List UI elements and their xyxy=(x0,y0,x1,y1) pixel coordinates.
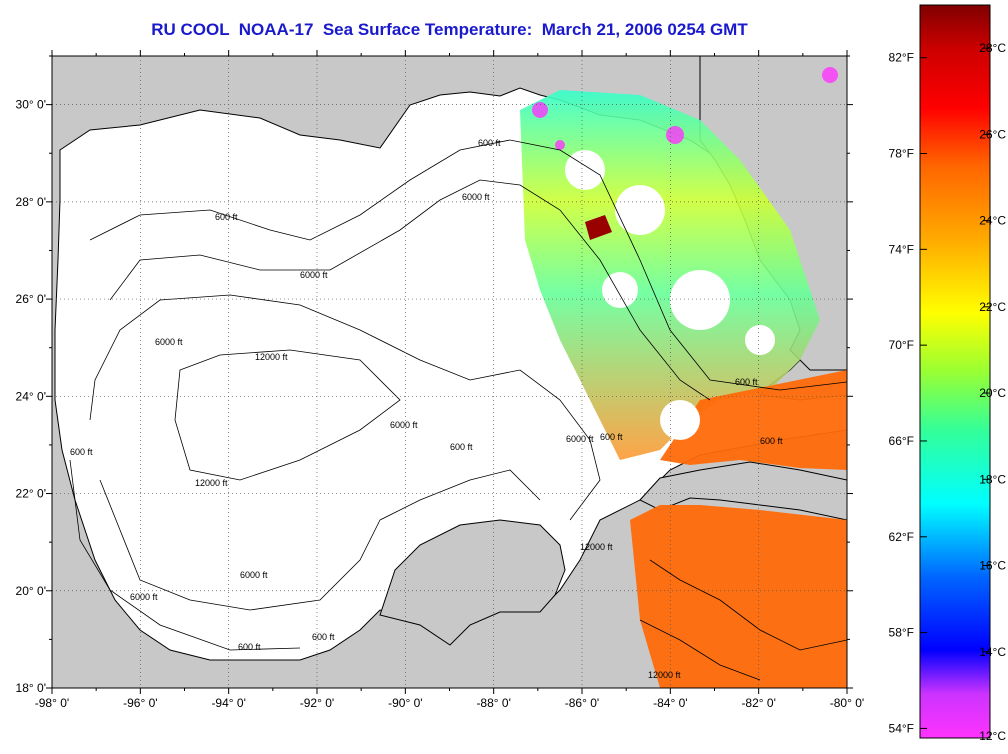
contour-label: 12000 ft xyxy=(580,542,613,552)
lon-tick-label: -98° 0' xyxy=(35,696,69,710)
sst-hotspot xyxy=(585,215,612,240)
sst-warm-strait xyxy=(660,370,847,470)
contour-label: 600 ft xyxy=(735,377,758,387)
colorbar-fahrenheit-labels: 82°F 78°F 74°F 70°F 66°F 62°F 58°F 54°F xyxy=(889,51,927,735)
lat-tick-label: 26° 0' xyxy=(16,292,46,306)
colorbar-fahrenheit-label: 78°F xyxy=(889,147,914,161)
lat-tick-label: 18° 0' xyxy=(16,681,46,695)
contour-label: 600 ft xyxy=(478,138,501,148)
colorbar-fahrenheit-label: 66°F xyxy=(889,434,914,448)
page-title: RU COOL NOAA-17 Sea Surface Temperature:… xyxy=(151,20,748,39)
colorbar-celsius-label: 22°C xyxy=(979,300,1006,314)
contour-label: 6000 ft xyxy=(566,434,594,444)
axis-ticks xyxy=(46,50,853,694)
lon-tick-label: -86° 0' xyxy=(565,696,599,710)
contour-label: 12000 ft xyxy=(255,352,288,362)
colorbar-celsius-labels: 28°C 26°C 24°C 22°C 20°C 18°C 16°C 14°C 12°C xyxy=(979,41,1006,743)
graticule-grid xyxy=(52,56,847,688)
contour-label: 6000 ft xyxy=(390,420,418,430)
contour-label: 12000 ft xyxy=(195,478,228,488)
cuba-island xyxy=(639,461,847,521)
contour-label: 600 ft xyxy=(600,432,623,442)
lon-tick-label: -82° 0' xyxy=(741,696,775,710)
colorbar-fahrenheit-label: 70°F xyxy=(889,338,914,352)
lon-tick-label: -90° 0' xyxy=(388,696,422,710)
contour-label: 6000 ft xyxy=(300,270,328,280)
colorbar-celsius-label: 20°C xyxy=(979,386,1006,400)
lat-tick-label: 22° 0' xyxy=(16,487,46,501)
sst-swath-south xyxy=(630,505,847,688)
colorbar-fahrenheit-label: 62°F xyxy=(889,530,914,544)
colorbar-celsius-label: 14°C xyxy=(979,645,1006,659)
contour-label: 12000 ft xyxy=(648,670,681,680)
lon-tick-label: -96° 0' xyxy=(123,696,157,710)
contour-label: 600 ft xyxy=(70,447,93,457)
contour-label: 600 ft xyxy=(760,436,783,446)
contour-label: 6000 ft xyxy=(130,592,158,602)
cold-patches xyxy=(532,67,838,150)
map-area: 600 ft 600 ft 600 ft 600 ft 600 ft 600 f… xyxy=(52,56,847,688)
cloud-speckle xyxy=(565,150,775,440)
contour-label: 6000 ft xyxy=(155,337,183,347)
contour-label: 600 ft xyxy=(238,642,261,652)
colorbar-celsius-label: 24°C xyxy=(979,214,1006,228)
contour-label: 600 ft xyxy=(312,632,335,642)
contour-label-group: 600 ft 600 ft 600 ft 600 ft 600 ft 600 f… xyxy=(70,138,783,680)
contour-label: 6000 ft xyxy=(462,192,490,202)
colorbar-celsius-label: 28°C xyxy=(979,41,1006,55)
lon-tick-label: -84° 0' xyxy=(653,696,687,710)
colorbar-fahrenheit-label: 74°F xyxy=(889,242,914,256)
yucatan-peninsula xyxy=(379,519,566,646)
lon-tick-label: -92° 0' xyxy=(300,696,334,710)
colorbar-celsius-label: 18°C xyxy=(979,472,1006,486)
contour-label: 6000 ft xyxy=(240,570,268,580)
longitude-tick-labels: -98° 0' -96° 0' -94° 0' -92° 0' -90° 0' -88° … xyxy=(35,696,864,710)
lat-tick-label: 20° 0' xyxy=(16,584,46,598)
latitude-tick-labels: 30° 0' 28° 0' 26° 0' 24° 0' 22° 0' 20° 0' 18° … xyxy=(16,98,46,695)
lat-tick-label: 28° 0' xyxy=(16,195,46,209)
bathymetry-contours xyxy=(69,139,847,681)
lat-tick-label: 30° 0' xyxy=(16,98,46,112)
lon-tick-label: -94° 0' xyxy=(211,696,245,710)
colorbar xyxy=(919,4,991,739)
colorbar-celsius-label: 12°C xyxy=(979,729,1006,743)
colorbar-fahrenheit-label: 82°F xyxy=(889,51,914,65)
colorbar-fahrenheit-label: 54°F xyxy=(889,721,914,735)
colorbar-celsius-label: 16°C xyxy=(979,559,1006,573)
lon-tick-label: -80° 0' xyxy=(830,696,864,710)
colorbar-celsius-label: 26°C xyxy=(979,127,1006,141)
colorbar-fahrenheit-label: 58°F xyxy=(889,626,914,640)
contour-label: 600 ft xyxy=(450,442,473,452)
lon-tick-label: -88° 0' xyxy=(476,696,510,710)
contour-label: 600 ft xyxy=(215,212,238,222)
lat-tick-label: 24° 0' xyxy=(16,389,46,403)
